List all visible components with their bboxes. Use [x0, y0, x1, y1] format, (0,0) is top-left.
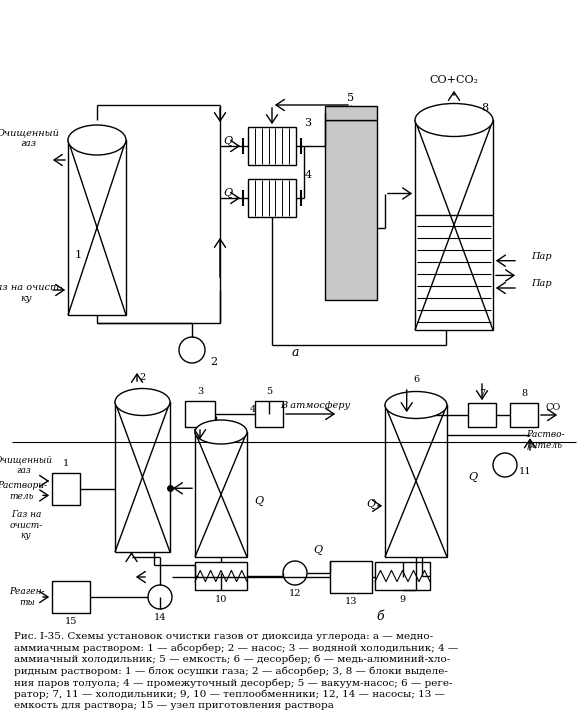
Text: 14: 14 [153, 613, 166, 621]
Bar [325, 106, 377, 120]
Text: Q: Q [469, 472, 477, 482]
Text: а: а [291, 346, 299, 359]
Text: ридным раствором: 1 — блок осушки газа; 2 — абсорбер; 3, 8 — блоки выделе-: ридным раствором: 1 — блок осушки газа; … [14, 667, 448, 676]
Text: б: б [376, 611, 384, 624]
Bar [510, 403, 538, 427]
Text: 4: 4 [250, 405, 256, 415]
Text: Пар: Пар [531, 252, 552, 261]
Bar [255, 401, 283, 427]
Text: ния паров толуола; 4 — промежуточный десорбер; 5 — вакуум-насос; 6 — реге-: ния паров толуола; 4 — промежуточный дес… [14, 678, 453, 688]
Bar [375, 562, 430, 590]
Text: Раство-
ритель: Раство- ритель [526, 431, 564, 450]
Text: Очищенный
газ: Очищенный газ [0, 128, 59, 148]
Bar [415, 120, 493, 330]
Ellipse shape [195, 420, 247, 444]
Bar [52, 581, 90, 613]
Bar [385, 405, 447, 557]
Ellipse shape [68, 125, 126, 155]
Bar [330, 561, 372, 593]
Bar [115, 402, 170, 552]
Bar [248, 127, 296, 165]
Text: Газ на очист-
ку: Газ на очист- ку [0, 283, 62, 302]
Text: емкость для раствора; 15 — узел приготовления раствора: емкость для раствора; 15 — узел приготов… [14, 701, 334, 710]
Text: 15: 15 [65, 618, 77, 626]
Text: В атмосферу: В атмосферу [280, 400, 350, 410]
Ellipse shape [415, 104, 493, 137]
Bar [195, 562, 247, 590]
Text: Раствори-
тель: Раствори- тель [0, 481, 47, 500]
Text: 12: 12 [289, 588, 301, 598]
Text: 3: 3 [305, 118, 312, 128]
Text: Реаген-
ты: Реаген- ты [9, 588, 45, 607]
Text: Q: Q [255, 495, 263, 505]
Text: 4: 4 [305, 170, 312, 180]
Text: Газ на
очист-
ку: Газ на очист- ку [9, 510, 42, 540]
Bar [195, 432, 247, 557]
Text: 7: 7 [479, 389, 485, 397]
Bar [248, 179, 296, 217]
Text: 13: 13 [345, 598, 358, 606]
Text: 8: 8 [521, 389, 527, 397]
Ellipse shape [385, 392, 447, 418]
Text: Q: Q [223, 136, 233, 146]
Text: 9: 9 [399, 595, 406, 603]
Text: CO: CO [546, 402, 560, 412]
Text: аммиачный холодильник; 5 — емкость; 6 — десорбер; б — медь-алюминий-хло-: аммиачный холодильник; 5 — емкость; 6 — … [14, 655, 450, 665]
Text: 1: 1 [63, 459, 69, 467]
Text: аммиачным раствором: 1 — абсорбер; 2 — насос; 3 — водяной холодильник; 4 —: аммиачным раствором: 1 — абсорбер; 2 — н… [14, 644, 458, 653]
Text: 2: 2 [211, 357, 218, 367]
Text: 8: 8 [482, 103, 489, 113]
Text: ратор; 7, 11 — холодильники; 9, 10 — теплообменники; 12, 14 — насосы; 13 —: ратор; 7, 11 — холодильники; 9, 10 — теп… [14, 690, 445, 699]
Text: CO+CO₂: CO+CO₂ [429, 75, 479, 85]
Text: Рис. I-35. Схемы установок очистки газов от диоксида углерода: а — медно-: Рис. I-35. Схемы установок очистки газов… [14, 632, 433, 641]
Text: Q: Q [313, 545, 323, 555]
Text: 2: 2 [139, 372, 146, 382]
Text: Пар: Пар [531, 279, 552, 289]
Text: 5: 5 [348, 93, 355, 103]
Bar [52, 473, 80, 505]
Text: 3: 3 [197, 387, 203, 395]
Text: 10: 10 [215, 595, 227, 603]
Text: Очищенный
газ: Очищенный газ [0, 455, 53, 474]
Text: 5: 5 [266, 387, 272, 395]
Text: 1: 1 [75, 250, 82, 260]
Bar [468, 403, 496, 427]
Bar [185, 401, 215, 427]
Ellipse shape [115, 389, 170, 415]
Text: Q: Q [366, 499, 376, 509]
Bar [325, 120, 377, 300]
Text: 11: 11 [519, 467, 531, 475]
Text: Q: Q [223, 188, 233, 198]
Bar [68, 140, 126, 315]
Text: 6: 6 [413, 376, 419, 384]
